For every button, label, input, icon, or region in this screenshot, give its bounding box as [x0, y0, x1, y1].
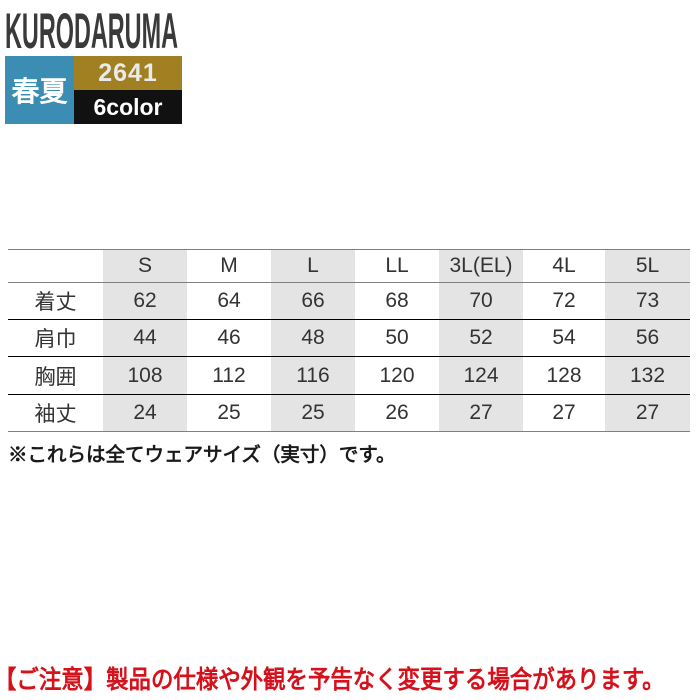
svg-text:KURODARUMA: KURODARUMA [5, 6, 178, 56]
